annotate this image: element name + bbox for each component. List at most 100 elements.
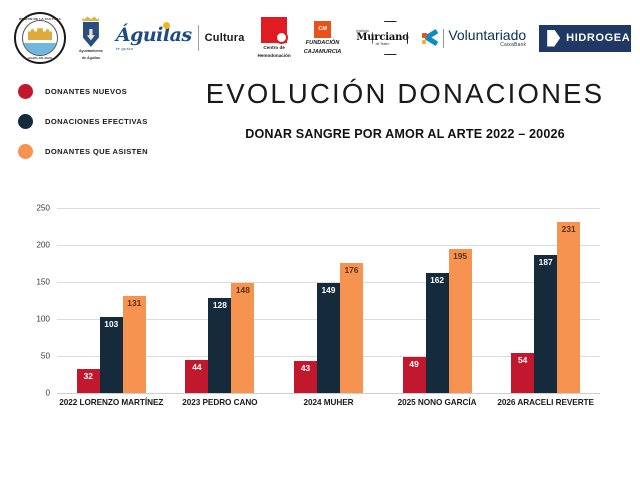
bar[interactable]: 148 — [231, 283, 255, 393]
anchor-icon — [86, 28, 95, 41]
bars: 54 187 231 — [511, 208, 581, 393]
x-axis-category-label: 2025 NONO GARCÍA — [397, 398, 477, 407]
bar-groups: 32 103 131 2022 LORENZO MARTÍNEZ 44 128 148 202… — [57, 208, 600, 407]
gridline — [57, 245, 600, 246]
voluntariado-text: Voluntariado CaixaBank — [448, 26, 527, 49]
logo-divider — [197, 25, 199, 51]
bar-value-label: 44 — [192, 362, 202, 373]
ayuntamiento-caption-line2: de Águilas — [81, 55, 100, 60]
bar[interactable]: 103 — [99, 316, 123, 393]
x-axis-category-label: 2023 PEDRO CANO — [182, 398, 258, 407]
aguilas-mark: Águilas te gusta — [115, 21, 192, 51]
logo-aguilas-cultura: Águilas te gusta Cultura — [115, 21, 245, 51]
plot-area: 0 50 100 150 200 250 32 103 131 2022 LORENZO MAR… — [36, 204, 600, 407]
y-axis-tick-label: 150 — [36, 277, 50, 287]
seal-icon: REGION DE LA CULTURA AGUILAS 2026 — [14, 12, 66, 64]
legend-item-donantes-que-asisten: DONANTES QUE ASISTEN — [18, 144, 203, 159]
hemodonacion-caption-line2: Hemodonación — [257, 53, 291, 58]
hemodonacion-caption-line1: Centro de — [263, 45, 285, 51]
bar-value-label: 49 — [409, 358, 419, 369]
legend-swatch-icon — [18, 84, 33, 99]
y-axis-tick-label: 100 — [36, 314, 50, 324]
sponsor-logo-band: REGION DE LA CULTURA AGUILAS 2026 Ayunta… — [0, 8, 640, 68]
legend-item-donantes-nuevos: DONANTES NUEVOS — [18, 84, 203, 99]
legend-item-donaciones-efectivas: DONACIONES EFECTIVAS — [18, 114, 203, 129]
bar-value-label: 128 — [212, 300, 227, 311]
bar-value-label: 131 — [127, 298, 142, 309]
shield-icon — [82, 22, 99, 48]
bar[interactable]: 149 — [316, 282, 340, 393]
x-axis-category-label: 2024 MUHER — [303, 398, 354, 407]
bar[interactable]: 176 — [339, 262, 363, 393]
logo-ayuntamiento-de-aguilas: Ayuntamiento de Águilas — [79, 16, 103, 60]
bar[interactable]: 44 — [185, 360, 209, 393]
aguilas-wordmark: Águilas — [115, 21, 192, 46]
y-axis-tick-label: 0 — [45, 388, 50, 398]
logo-fundacion-cajamurcia: CM FUNDACIÓN CAJAMURCIA — [303, 20, 342, 56]
bars: 44 128 148 — [185, 208, 255, 393]
bar[interactable]: 32 — [76, 369, 100, 393]
bar[interactable]: 128 — [208, 298, 232, 393]
bars: 32 103 131 — [76, 208, 146, 393]
seal-bottom-text: AGUILAS 2026 — [27, 55, 53, 60]
page-subtitle: DONAR SANGRE POR AMOR AL ARTE 2022 – 200… — [245, 127, 565, 141]
bar[interactable]: 49 — [402, 356, 426, 393]
logo-voluntariado-caixabank: Voluntariado CaixaBank — [421, 26, 527, 49]
blood-drop-icon — [261, 17, 289, 45]
cajamurcia-caption-line2: CAJAMURCIA — [303, 48, 342, 55]
bar[interactable]: 162 — [425, 273, 449, 393]
gridline — [57, 282, 600, 283]
bar[interactable]: 54 — [511, 353, 535, 393]
murciano-tiny-text: de Teatro — [375, 42, 390, 47]
star-icon — [421, 28, 439, 47]
hidrogea-mark-icon — [547, 29, 561, 47]
x-axis-category-label: 2022 LORENZO MARTÍNEZ — [59, 398, 164, 407]
legend-label: DONANTES QUE ASISTEN — [45, 147, 148, 156]
ayuntamiento-caption-line1: Ayuntamiento — [79, 49, 103, 54]
hidrogea-wordmark: HIDROGEA — [566, 32, 631, 44]
seal-top-text: REGION DE LA CULTURA — [19, 16, 61, 21]
bar-group: 43 149 176 2024 MUHER — [274, 208, 383, 407]
cross-icon — [372, 21, 409, 55]
logo-hidrogea: HIDROGEA — [539, 24, 632, 52]
bar-value-label: 195 — [453, 250, 468, 261]
chart-legend: DONANTES NUEVOS DONACIONES EFECTIVAS DON… — [18, 84, 203, 159]
bars: 49 162 195 — [402, 208, 472, 393]
bar-value-label: 103 — [104, 318, 119, 329]
logo-centro-de-hemodonacion: Centro de Hemodonación — [258, 17, 291, 59]
logo-instituto-murciano: Instituto Murciano de Teatro — [354, 18, 409, 58]
gridline — [57, 393, 600, 394]
castle-icon — [28, 28, 52, 40]
sun-icon — [162, 21, 170, 29]
x-axis-category-label: 2026 ARACELI REVERTE — [497, 398, 594, 407]
caixabank-label: CaixaBank — [500, 42, 527, 49]
bar[interactable]: 231 — [557, 222, 581, 393]
legend-label: DONANTES NUEVOS — [45, 87, 128, 96]
legend-swatch-icon — [18, 114, 33, 129]
voluntariado-divider — [443, 28, 445, 48]
bar-chart: 0 50 100 150 200 250 32 103 131 2022 LORENZO MAR… — [0, 195, 640, 420]
bar[interactable]: 187 — [534, 254, 558, 393]
y-axis-tick-label: 250 — [36, 203, 50, 213]
cajamurcia-badge-text: CM — [318, 26, 327, 33]
voluntariado-wordmark: Voluntariado — [448, 26, 527, 43]
cajamurcia-badge-icon: CM — [314, 20, 332, 38]
bar-value-label: 162 — [430, 275, 445, 286]
murciano-wordmark: Murciano — [356, 32, 409, 44]
bar-group: 44 128 148 2023 PEDRO CANO — [166, 208, 275, 407]
bar[interactable]: 43 — [293, 361, 317, 393]
y-axis-tick-label: 50 — [40, 351, 50, 361]
bar[interactable]: 131 — [122, 296, 146, 393]
bar-value-label: 231 — [561, 224, 576, 235]
bar-value-label: 43 — [300, 363, 311, 374]
y-axis-tick-label: 200 — [36, 240, 50, 250]
bars: 43 149 176 — [293, 208, 363, 393]
gridline — [57, 208, 600, 209]
page-title: EVOLUCIÓN DONACIONES — [205, 78, 605, 109]
bar[interactable]: 195 — [448, 248, 472, 393]
legend-label: DONACIONES EFECTIVAS — [45, 117, 148, 126]
murciano-text: Instituto Murciano de Teatro — [354, 29, 409, 47]
bar-value-label: 54 — [518, 355, 528, 366]
water-icon — [23, 43, 57, 55]
